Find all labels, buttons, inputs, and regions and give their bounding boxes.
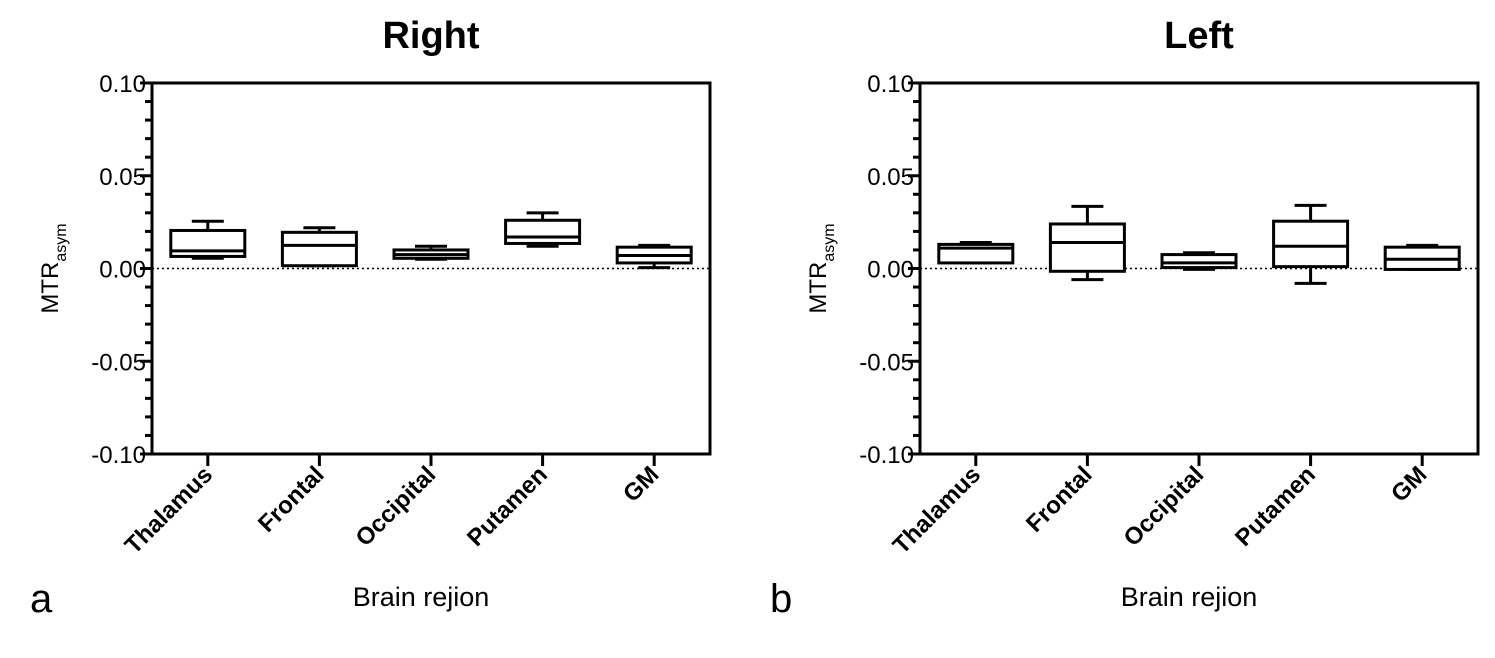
chart-title: Left bbox=[1164, 15, 1234, 57]
y-tick-label: -0.10 bbox=[91, 442, 146, 469]
y-axis-label-main: MTR bbox=[805, 262, 832, 314]
box-thalamus bbox=[937, 241, 1015, 265]
x-axis-label: Brain rejion bbox=[1121, 582, 1258, 612]
y-tick-label: 0.10 bbox=[867, 71, 914, 98]
y-tick-label: 0.00 bbox=[99, 257, 146, 284]
box-occipital bbox=[1160, 251, 1238, 271]
box-occipital bbox=[392, 244, 470, 261]
y-axis-label-subscript: asym bbox=[53, 223, 70, 261]
box-gm bbox=[615, 243, 693, 270]
x-tick-label-occipital: Occipital bbox=[1118, 461, 1209, 552]
box-iqr bbox=[1160, 253, 1238, 270]
y-axis-label: MTRasym bbox=[37, 223, 70, 313]
x-tick-label-frontal: Frontal bbox=[1021, 461, 1098, 538]
panel-right: Right 0.10 0.05 0.00 -0.05 -0.10 MTRasym Thalam… bbox=[30, 15, 712, 621]
x-tick-label-gm: GM bbox=[1386, 461, 1432, 507]
box-iqr bbox=[1272, 219, 1350, 269]
y-tick-label: 0.00 bbox=[867, 257, 914, 284]
box-putamen bbox=[1272, 203, 1350, 285]
x-tick-label-putamen: Putamen bbox=[1230, 461, 1321, 552]
box-iqr bbox=[1048, 222, 1126, 273]
x-tick-label-thalamus: Thalamus bbox=[120, 461, 218, 559]
y-axis-label-main: MTR bbox=[37, 262, 64, 314]
x-tick-label-frontal: Frontal bbox=[253, 461, 330, 538]
y-axis-label: MTRasym bbox=[805, 223, 838, 313]
y-tick-label: -0.10 bbox=[859, 442, 914, 469]
box-iqr bbox=[504, 218, 582, 245]
panel-left: Left 0.10 0.05 0.00 -0.05 -0.10 MTRasym Thalamu… bbox=[770, 15, 1480, 621]
y-tick-label: -0.05 bbox=[91, 349, 146, 376]
y-tick-label: 0.05 bbox=[99, 164, 146, 191]
box-thalamus bbox=[169, 219, 247, 260]
box-frontal bbox=[280, 226, 358, 268]
plot-frame bbox=[150, 81, 712, 456]
x-tick-label-occipital: Occipital bbox=[350, 461, 441, 552]
chart-title: Right bbox=[382, 15, 479, 57]
box-gm bbox=[1383, 243, 1461, 271]
box-iqr bbox=[280, 230, 358, 268]
x-tick-label-thalamus: Thalamus bbox=[888, 461, 986, 559]
box-frontal bbox=[1048, 204, 1126, 282]
panel-letter: b bbox=[770, 577, 792, 621]
box-putamen bbox=[504, 211, 582, 248]
y-tick-label: 0.05 bbox=[867, 164, 914, 191]
x-tick-label-putamen: Putamen bbox=[462, 461, 553, 552]
x-tick-label-gm: GM bbox=[618, 461, 664, 507]
x-axis-label: Brain rejion bbox=[353, 582, 490, 612]
panel-letter: a bbox=[30, 577, 53, 621]
y-axis-label-subscript: asym bbox=[821, 223, 838, 261]
y-tick-label: 0.10 bbox=[99, 71, 146, 98]
box-iqr bbox=[169, 228, 247, 258]
y-tick-label: -0.05 bbox=[859, 349, 914, 376]
